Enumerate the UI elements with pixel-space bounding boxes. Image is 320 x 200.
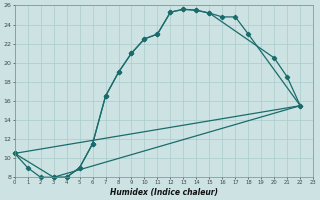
X-axis label: Humidex (Indice chaleur): Humidex (Indice chaleur) [110,188,218,197]
